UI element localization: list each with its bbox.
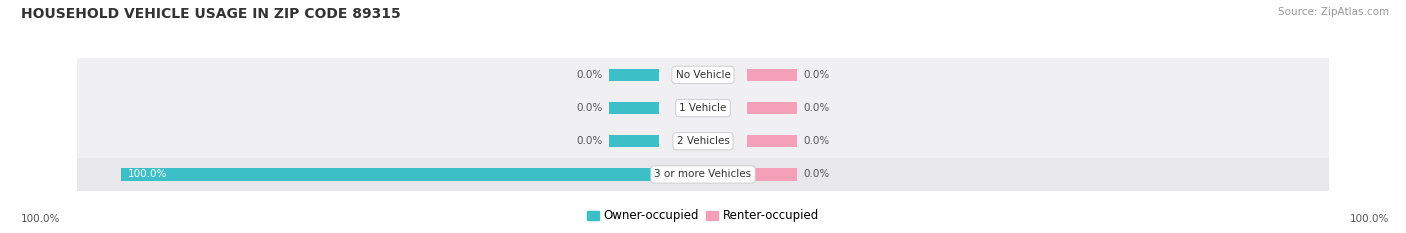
Text: 3 or more Vehicles: 3 or more Vehicles — [654, 169, 752, 179]
Bar — [609, 69, 659, 81]
Text: 0.0%: 0.0% — [803, 136, 830, 146]
Text: 0.0%: 0.0% — [803, 70, 830, 80]
Text: 0.0%: 0.0% — [576, 70, 603, 80]
Bar — [747, 102, 797, 114]
Text: 0.0%: 0.0% — [803, 169, 830, 179]
Text: 100.0%: 100.0% — [1350, 214, 1389, 224]
Text: 0.0%: 0.0% — [803, 103, 830, 113]
Bar — [747, 135, 797, 147]
Bar — [609, 135, 659, 147]
Text: 1 Vehicle: 1 Vehicle — [679, 103, 727, 113]
Text: 100.0%: 100.0% — [128, 169, 167, 179]
Bar — [609, 102, 659, 114]
Text: Source: ZipAtlas.com: Source: ZipAtlas.com — [1278, 7, 1389, 17]
Bar — [747, 168, 797, 181]
Legend: Owner-occupied, Renter-occupied: Owner-occupied, Renter-occupied — [582, 205, 824, 227]
Text: No Vehicle: No Vehicle — [675, 70, 731, 80]
Bar — [121, 168, 659, 181]
Text: 2 Vehicles: 2 Vehicles — [676, 136, 730, 146]
Bar — [747, 69, 797, 81]
Text: HOUSEHOLD VEHICLE USAGE IN ZIP CODE 89315: HOUSEHOLD VEHICLE USAGE IN ZIP CODE 8931… — [21, 7, 401, 21]
Text: 0.0%: 0.0% — [576, 103, 603, 113]
Text: 0.0%: 0.0% — [576, 136, 603, 146]
Text: 100.0%: 100.0% — [21, 214, 60, 224]
